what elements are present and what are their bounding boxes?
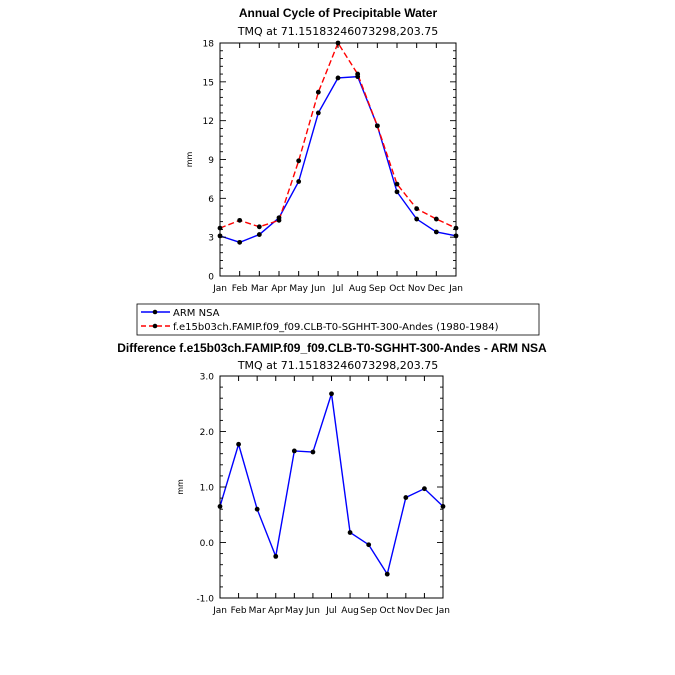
chart0-series-0-point-5 bbox=[315, 110, 321, 116]
chart1-xtick-label-4: May bbox=[285, 606, 304, 616]
chart1-xtick-label-1: Feb bbox=[231, 606, 247, 616]
chart0-series-0-point-9 bbox=[394, 189, 400, 195]
chart0-series-1-point-5 bbox=[315, 89, 321, 95]
bottom-chart-subtitle: TMQ at 71.15183246073298,203.75 bbox=[237, 359, 438, 372]
chart0-ytick-label-4: 12 bbox=[203, 117, 214, 127]
top-chart-plot: Jan Feb Mar Apr May Jun Jul Aug Sep Oct Nov Dec Jan0… bbox=[185, 40, 463, 295]
chart1-ytick-label-2: 1.0 bbox=[200, 484, 215, 494]
chart0-xtick-label-4: May bbox=[289, 284, 308, 294]
chart1-ytick-label-1: 0.0 bbox=[200, 539, 215, 549]
chart0-series-1-point-9 bbox=[394, 181, 400, 187]
chart1-series-0-point-7 bbox=[347, 530, 353, 535]
chart1-xtick-label-2: Mar bbox=[249, 606, 266, 616]
chart0-ytick-label-3: 9 bbox=[208, 156, 214, 166]
chart0-ytick-label-2: 6 bbox=[208, 195, 214, 205]
chart0-xtick-label-12: Jan bbox=[448, 284, 463, 294]
legend-marker-arm-nsa bbox=[152, 309, 158, 315]
bottom-chart-title: Difference f.e15b03ch.FAMIP.f09_f09.CLB-… bbox=[117, 341, 547, 355]
chart0-xtick-label-3: Apr bbox=[271, 284, 287, 294]
chart1-xtick-label-3: Apr bbox=[268, 606, 284, 616]
chart0-series-0-point-10 bbox=[414, 216, 420, 222]
chart0-xtick-label-0: Jan bbox=[212, 284, 227, 294]
chart0-series-1-point-8 bbox=[374, 123, 380, 129]
chart0-xtick-label-10: Nov bbox=[408, 284, 426, 294]
chart1-series-0-point-2 bbox=[254, 506, 260, 512]
chart0-series-0-line bbox=[219, 75, 457, 244]
chart1-series-0-line bbox=[219, 393, 444, 576]
chart0-xtick-label-2: Mar bbox=[251, 284, 268, 294]
chart0-series-1-point-2 bbox=[256, 224, 262, 230]
chart1-series-0-point-10 bbox=[403, 495, 409, 500]
chart0-ytick-label-1: 3 bbox=[208, 234, 214, 244]
chart1-xtick-label-12: Jan bbox=[435, 606, 450, 616]
chart1-series-0-point-5 bbox=[310, 449, 316, 455]
chart1-xtick-label-0: Jan bbox=[212, 606, 227, 616]
chart0-xtick-label-1: Feb bbox=[232, 284, 248, 294]
chart1-series-0-point-6 bbox=[329, 391, 334, 397]
chart1-series-0-point-11 bbox=[422, 486, 427, 492]
chart0-ytick-label-5: 15 bbox=[203, 78, 214, 88]
chart0-series-0-point-11 bbox=[433, 229, 439, 235]
chart0-series-1-line bbox=[219, 41, 457, 229]
chart1-frame bbox=[219, 375, 444, 599]
chart1-series-0-point-9 bbox=[384, 571, 390, 577]
chart0-xtick-label-5: Jun bbox=[310, 284, 325, 294]
chart0-series-1-point-7 bbox=[355, 71, 361, 77]
chart0-series-1-point-1 bbox=[237, 217, 243, 223]
chart0-ylabel: mm bbox=[185, 152, 194, 168]
chart0-xtick-label-11: Dec bbox=[428, 284, 445, 294]
chart1-series-0-point-1 bbox=[236, 441, 241, 447]
chart1-ytick-label-3: 2.0 bbox=[200, 428, 215, 438]
chart1-ytick-label-4: 3.0 bbox=[200, 373, 215, 383]
chart0-series-1-point-4 bbox=[296, 158, 302, 164]
chart0-ytick-label-6: 18 bbox=[203, 40, 215, 50]
chart1-xtick-label-7: Aug bbox=[341, 606, 359, 616]
chart0-series-1-point-10 bbox=[414, 206, 420, 212]
chart1-xtick-label-9: Oct bbox=[379, 606, 395, 616]
chart1-xtick-label-8: Sep bbox=[360, 606, 377, 616]
legend: ARM NSA f.e15b03ch.FAMIP.f09_f09.CLB-T0-… bbox=[136, 303, 540, 336]
chart0-xtick-label-9: Oct bbox=[389, 284, 405, 294]
chart0-series-0-point-6 bbox=[335, 75, 341, 81]
chart1-xtick-label-6: Jul bbox=[325, 606, 337, 616]
chart1-xtick-label-5: Jun bbox=[305, 606, 320, 616]
top-chart-title: Annual Cycle of Precipitable Water bbox=[239, 6, 438, 20]
legend-label-model: f.e15b03ch.FAMIP.f09_f09.CLB-T0-SGHHT-30… bbox=[173, 322, 499, 333]
chart0-series-0-point-4 bbox=[296, 179, 302, 184]
legend-marker-model bbox=[152, 323, 158, 329]
chart0-series-1-point-11 bbox=[433, 216, 439, 222]
chart1-ylabel: mm bbox=[176, 479, 185, 495]
chart1-xtick-label-10: Nov bbox=[397, 606, 415, 616]
chart1-xtick-label-11: Dec bbox=[416, 606, 433, 616]
chart0-series-1-point-3 bbox=[276, 217, 282, 223]
chart1-series-0-point-3 bbox=[273, 553, 279, 559]
chart0-ytick-label-0: 0 bbox=[208, 273, 214, 283]
chart1-series-0-point-4 bbox=[291, 448, 297, 454]
chart0-xtick-label-6: Jul bbox=[332, 284, 344, 294]
chart1-ytick-label-0: -1.0 bbox=[196, 595, 214, 605]
bottom-chart-plot: Jan Feb Mar Apr May Jun Jul Aug Sep Oct Nov Dec Jan-… bbox=[176, 373, 450, 617]
chart0-series-0-point-1 bbox=[237, 239, 243, 245]
legend-label-arm-nsa: ARM NSA bbox=[173, 308, 220, 319]
chart0-xtick-label-7: Aug bbox=[349, 284, 367, 294]
chart1-series-0-point-8 bbox=[366, 542, 372, 548]
top-chart-subtitle: TMQ at 71.15183246073298,203.75 bbox=[237, 25, 438, 38]
chart0-xtick-label-8: Sep bbox=[369, 284, 386, 294]
chart0-series-0-point-2 bbox=[256, 232, 262, 237]
legend-box bbox=[136, 303, 540, 336]
